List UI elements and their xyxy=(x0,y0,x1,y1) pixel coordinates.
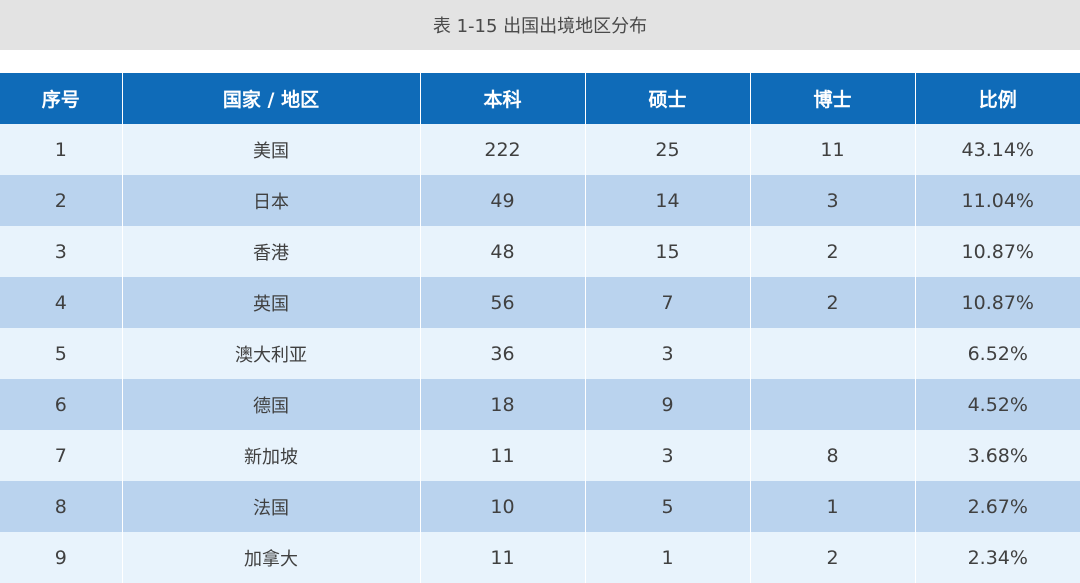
cell-country: 法国 xyxy=(122,481,421,532)
cell-master: 7 xyxy=(585,277,751,328)
cell-bachelor: 222 xyxy=(420,124,586,175)
cell-doctor: 8 xyxy=(750,430,916,481)
cell-master: 9 xyxy=(585,379,751,430)
cell-country: 美国 xyxy=(122,124,421,175)
cell-doctor: 2 xyxy=(750,277,916,328)
table-row: 2 日本 49 14 3 11.04% xyxy=(0,175,1080,226)
cell-index: 6 xyxy=(0,379,123,430)
cell-ratio: 10.87% xyxy=(915,226,1080,277)
header-ratio: 比例 xyxy=(915,73,1080,124)
cell-index: 5 xyxy=(0,328,123,379)
table-row: 8 法国 10 5 1 2.67% xyxy=(0,481,1080,532)
cell-doctor xyxy=(750,379,916,430)
cell-master: 15 xyxy=(585,226,751,277)
cell-ratio: 2.67% xyxy=(915,481,1080,532)
table-body: 1 美国 222 25 11 43.14% 2 日本 49 14 3 11.04… xyxy=(0,124,1080,583)
cell-country: 香港 xyxy=(122,226,421,277)
cell-master: 3 xyxy=(585,328,751,379)
cell-country: 英国 xyxy=(122,277,421,328)
cell-master: 14 xyxy=(585,175,751,226)
table-caption: 表 1-15 出国出境地区分布 xyxy=(432,16,648,37)
cell-country: 新加坡 xyxy=(122,430,421,481)
header-doctor: 博士 xyxy=(750,73,916,124)
cell-country: 德国 xyxy=(122,379,421,430)
cell-master: 5 xyxy=(585,481,751,532)
cell-doctor: 3 xyxy=(750,175,916,226)
cell-ratio: 4.52% xyxy=(915,379,1080,430)
table-caption-bar: 表 1-15 出国出境地区分布 xyxy=(0,0,1080,50)
cell-doctor xyxy=(750,328,916,379)
table-row: 7 新加坡 11 3 8 3.68% xyxy=(0,430,1080,481)
cell-bachelor: 48 xyxy=(420,226,586,277)
table-row: 9 加拿大 11 1 2 2.34% xyxy=(0,532,1080,583)
table-row: 1 美国 222 25 11 43.14% xyxy=(0,124,1080,175)
cell-bachelor: 11 xyxy=(420,532,586,583)
cell-doctor: 1 xyxy=(750,481,916,532)
cell-bachelor: 56 xyxy=(420,277,586,328)
cell-master: 3 xyxy=(585,430,751,481)
cell-index: 3 xyxy=(0,226,123,277)
table-header-row: 序号 国家 / 地区 本科 硕士 博士 比例 xyxy=(0,73,1080,124)
header-index: 序号 xyxy=(0,73,123,124)
cell-bachelor: 18 xyxy=(420,379,586,430)
table-row: 6 德国 18 9 4.52% xyxy=(0,379,1080,430)
header-master: 硕士 xyxy=(585,73,751,124)
cell-ratio: 2.34% xyxy=(915,532,1080,583)
cell-index: 9 xyxy=(0,532,123,583)
cell-master: 25 xyxy=(585,124,751,175)
table-row: 5 澳大利亚 36 3 6.52% xyxy=(0,328,1080,379)
cell-bachelor: 11 xyxy=(420,430,586,481)
table-row: 3 香港 48 15 2 10.87% xyxy=(0,226,1080,277)
header-country: 国家 / 地区 xyxy=(122,73,421,124)
cell-ratio: 11.04% xyxy=(915,175,1080,226)
cell-doctor: 11 xyxy=(750,124,916,175)
cell-bachelor: 36 xyxy=(420,328,586,379)
cell-index: 1 xyxy=(0,124,123,175)
cell-index: 7 xyxy=(0,430,123,481)
cell-doctor: 2 xyxy=(750,532,916,583)
cell-doctor: 2 xyxy=(750,226,916,277)
table-row: 4 英国 56 7 2 10.87% xyxy=(0,277,1080,328)
cell-ratio: 6.52% xyxy=(915,328,1080,379)
cell-bachelor: 10 xyxy=(420,481,586,532)
cell-country: 日本 xyxy=(122,175,421,226)
cell-index: 4 xyxy=(0,277,123,328)
cell-ratio: 43.14% xyxy=(915,124,1080,175)
cell-index: 8 xyxy=(0,481,123,532)
cell-ratio: 3.68% xyxy=(915,430,1080,481)
cell-country: 加拿大 xyxy=(122,532,421,583)
cell-ratio: 10.87% xyxy=(915,277,1080,328)
cell-index: 2 xyxy=(0,175,123,226)
distribution-table: 序号 国家 / 地区 本科 硕士 博士 比例 1 美国 222 25 11 43… xyxy=(0,73,1080,583)
cell-country: 澳大利亚 xyxy=(122,328,421,379)
cell-master: 1 xyxy=(585,532,751,583)
header-bachelor: 本科 xyxy=(420,73,586,124)
cell-bachelor: 49 xyxy=(420,175,586,226)
